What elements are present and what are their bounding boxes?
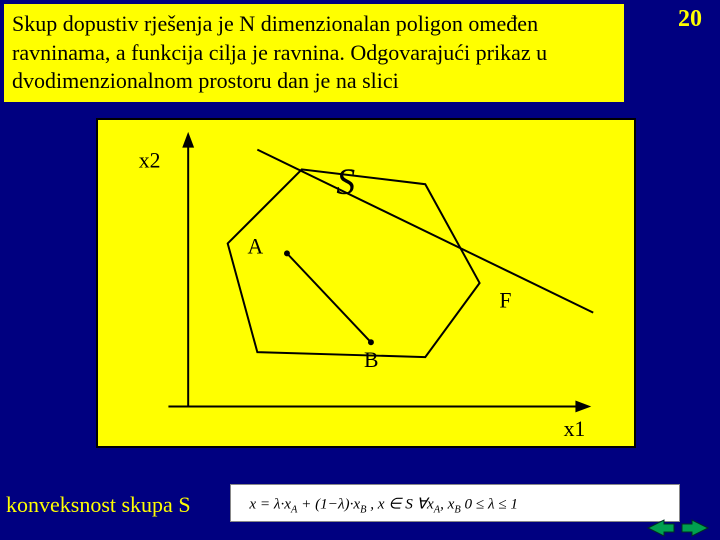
x1-axis-label: x1 [564, 417, 586, 441]
nav-arrows [646, 518, 710, 538]
formula-box: x = λ·xA + (1−λ)·xB , x ∈ S ∀xA, xB 0 ≤ … [230, 484, 680, 522]
chart-svg: x2 x1 S A B F [98, 120, 634, 446]
point-a [284, 250, 290, 256]
segment-ab [287, 253, 371, 342]
formula-text: x = λ·xA + (1−λ)·xB , x ∈ S ∀xA, xB 0 ≤ … [248, 496, 518, 516]
feasible-region-chart: x2 x1 S A B F [96, 118, 636, 448]
page-number: 20 [678, 6, 702, 33]
x2-axis-label: x2 [139, 148, 161, 172]
point-a-label: A [247, 234, 263, 258]
polygon-s-label: S [336, 162, 355, 203]
y-axis-arrow [182, 132, 194, 148]
nav-prev-icon[interactable] [648, 520, 674, 536]
header-text-box: Skup dopustiv rješenja je N dimenzionala… [4, 4, 624, 102]
line-f [257, 150, 593, 313]
point-b [368, 339, 374, 345]
line-f-label: F [499, 289, 511, 313]
formula-svg: x = λ·xA + (1−λ)·xB , x ∈ S ∀xA, xB 0 ≤ … [231, 485, 679, 521]
point-b-label: B [364, 348, 379, 372]
convexity-label: konveksnost skupa S [6, 492, 191, 518]
x-axis-arrow [575, 401, 591, 413]
header-text: Skup dopustiv rješenja je N dimenzionala… [12, 11, 547, 93]
nav-next-icon[interactable] [682, 520, 708, 536]
